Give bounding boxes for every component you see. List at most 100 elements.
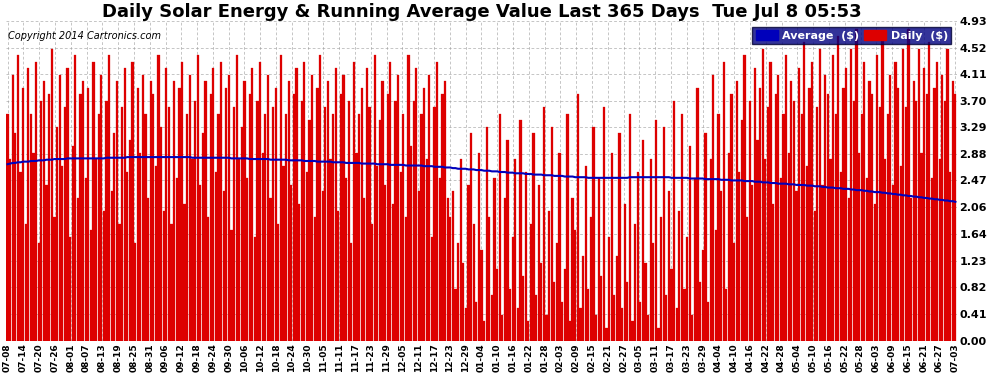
Bar: [400, 172, 402, 340]
Bar: [199, 185, 201, 340]
Bar: [220, 62, 222, 340]
Bar: [105, 101, 108, 340]
Bar: [736, 81, 738, 340]
Bar: [347, 101, 349, 340]
Bar: [149, 81, 151, 340]
Bar: [753, 68, 756, 340]
Bar: [394, 101, 397, 340]
Bar: [418, 192, 420, 340]
Text: Copyright 2014 Cartronics.com: Copyright 2014 Cartronics.com: [8, 30, 161, 40]
Bar: [457, 243, 459, 340]
Bar: [824, 75, 827, 340]
Bar: [592, 127, 595, 341]
Bar: [689, 146, 691, 340]
Bar: [949, 172, 951, 340]
Bar: [335, 68, 337, 340]
Bar: [259, 62, 261, 340]
Bar: [619, 133, 621, 340]
Bar: [170, 224, 172, 340]
Bar: [858, 153, 860, 340]
Bar: [668, 192, 670, 340]
Bar: [392, 204, 394, 340]
Bar: [777, 75, 779, 340]
Bar: [274, 88, 277, 340]
Bar: [225, 88, 228, 340]
Bar: [558, 153, 560, 340]
Bar: [860, 114, 862, 340]
Title: Daily Solar Energy & Running Average Value Last 365 Days  Tue Jul 8 05:53: Daily Solar Energy & Running Average Val…: [102, 3, 861, 21]
Bar: [571, 198, 574, 340]
Bar: [436, 62, 439, 340]
Bar: [657, 328, 659, 340]
Bar: [681, 114, 683, 340]
Bar: [785, 55, 787, 340]
Bar: [830, 159, 832, 340]
Bar: [590, 217, 592, 340]
Bar: [743, 55, 745, 340]
Bar: [946, 49, 948, 340]
Bar: [160, 127, 162, 341]
Bar: [363, 198, 365, 340]
Bar: [577, 94, 579, 340]
Bar: [493, 178, 496, 340]
Bar: [587, 289, 589, 340]
Bar: [295, 68, 298, 340]
Bar: [303, 62, 306, 340]
Bar: [345, 178, 347, 340]
Bar: [408, 55, 410, 340]
Bar: [132, 62, 134, 340]
Bar: [748, 101, 750, 340]
Bar: [165, 68, 167, 340]
Bar: [253, 237, 256, 340]
Bar: [769, 62, 771, 340]
Bar: [499, 114, 501, 340]
Bar: [835, 114, 837, 340]
Bar: [293, 94, 295, 340]
Bar: [483, 321, 485, 340]
Bar: [538, 185, 540, 340]
Bar: [613, 295, 616, 340]
Bar: [142, 75, 144, 340]
Bar: [9, 159, 11, 340]
Bar: [61, 165, 63, 340]
Bar: [528, 321, 530, 340]
Bar: [485, 127, 488, 341]
Bar: [902, 49, 905, 340]
Bar: [53, 217, 55, 340]
Bar: [720, 192, 722, 340]
Bar: [522, 276, 525, 340]
Bar: [446, 198, 448, 340]
Bar: [809, 88, 811, 340]
Bar: [282, 165, 285, 340]
Bar: [865, 178, 868, 340]
Bar: [801, 114, 803, 340]
Bar: [467, 185, 469, 340]
Bar: [14, 133, 17, 340]
Bar: [126, 172, 129, 340]
Bar: [855, 29, 857, 340]
Bar: [670, 269, 672, 340]
Bar: [881, 36, 884, 340]
Bar: [472, 224, 475, 340]
Bar: [876, 55, 878, 340]
Bar: [431, 237, 433, 340]
Bar: [33, 153, 35, 340]
Bar: [605, 328, 608, 340]
Bar: [30, 114, 32, 340]
Bar: [725, 289, 728, 340]
Bar: [90, 230, 92, 340]
Bar: [741, 120, 742, 340]
Bar: [464, 308, 467, 340]
Bar: [50, 49, 52, 340]
Bar: [218, 114, 220, 340]
Bar: [241, 127, 243, 341]
Bar: [239, 159, 241, 340]
Bar: [480, 250, 482, 340]
Bar: [43, 81, 46, 340]
Bar: [355, 153, 357, 340]
Bar: [228, 75, 230, 340]
Bar: [803, 42, 806, 340]
Bar: [421, 114, 423, 340]
Bar: [832, 55, 835, 340]
Bar: [627, 282, 629, 340]
